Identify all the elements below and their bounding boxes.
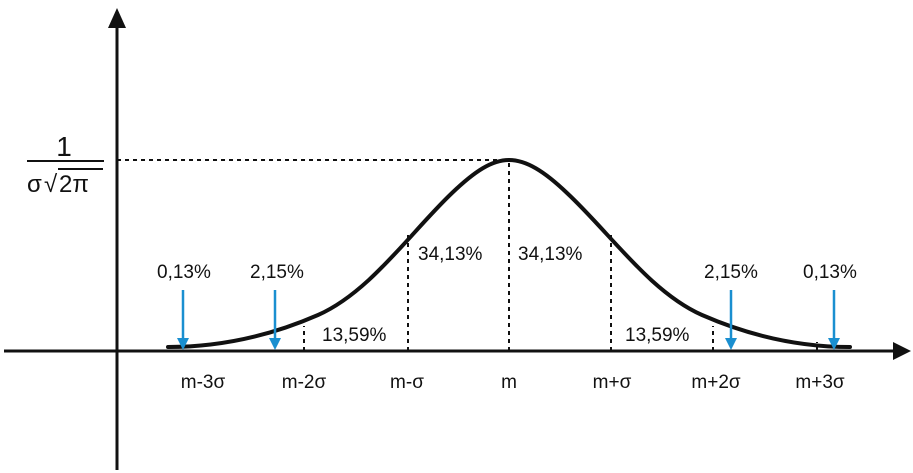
x-label-m-3sigma: m-3σ: [181, 372, 226, 393]
x-label-m: m: [501, 372, 517, 393]
x-label-m-plus-2sigma: m+2σ: [691, 372, 740, 393]
section-lines: [303, 160, 818, 351]
label-right-far-tail: 0,13%: [803, 262, 857, 283]
peak-label: 1 σ √ 2π: [27, 131, 104, 198]
x-label-m-2sigma: m-2σ: [282, 372, 327, 393]
axes: [4, 8, 911, 470]
label-left-far-tail: 0,13%: [157, 262, 211, 283]
peak-label-sigma: σ: [27, 171, 42, 198]
region-labels: 34,13% 34,13% 13,59% 13,59% 2,15% 2,15% …: [157, 244, 857, 346]
label-left-center: 34,13%: [418, 244, 483, 265]
label-right-tail: 2,15%: [704, 262, 758, 283]
y-axis-arrowhead: [108, 8, 126, 28]
bell-curve: [166, 157, 852, 349]
x-axis-labels: m-3σ m-2σ m-σ m m+σ m+2σ m+3σ: [181, 372, 845, 393]
x-label-m-sigma: m-σ: [390, 372, 424, 393]
peak-label-radicand: 2π: [59, 171, 89, 198]
label-left-tail: 2,15%: [250, 262, 304, 283]
tail-arrows: [177, 290, 840, 350]
x-label-m-plus-3sigma: m+3σ: [795, 372, 844, 393]
x-axis-arrowhead: [893, 342, 911, 360]
peak-label-radical-sign: √: [44, 171, 58, 198]
label-left-middle: 13,59%: [322, 325, 387, 346]
label-right-middle: 13,59%: [625, 325, 690, 346]
x-label-m-plus-sigma: m+σ: [593, 372, 632, 393]
label-right-center: 34,13%: [518, 244, 583, 265]
peak-label-numerator: 1: [56, 131, 72, 162]
